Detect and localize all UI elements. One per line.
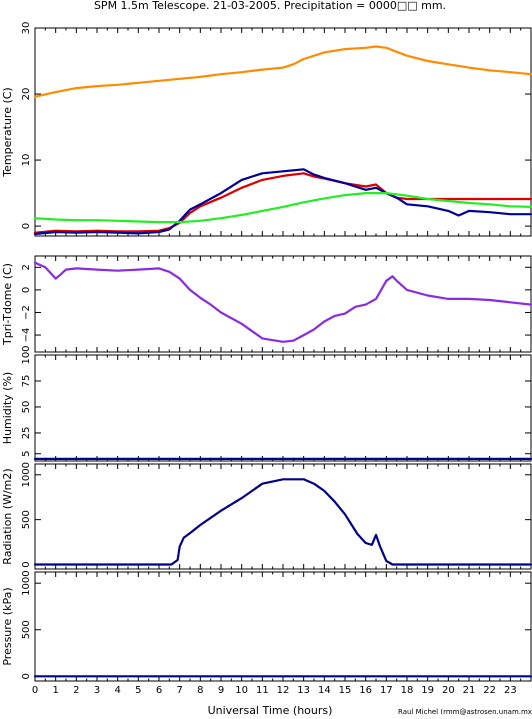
x-tick-label: 0	[32, 685, 38, 696]
series-line-3-0	[33, 478, 532, 566]
y-tick-label: 50	[21, 401, 32, 414]
x-axis-label: Universal Time (hours)	[208, 704, 333, 717]
x-tick-label: 21	[463, 685, 476, 696]
y-tick-label: −4	[21, 328, 32, 343]
y-tick-label: 1000	[21, 462, 32, 487]
y-axis-label-0: Temperature (C)	[1, 87, 14, 177]
y-tick-label: −2	[21, 305, 32, 320]
y-tick-label: 30	[21, 22, 32, 35]
x-tick-label: 7	[176, 685, 182, 696]
x-tick-label: 4	[114, 685, 120, 696]
x-tick-label: 12	[277, 685, 290, 696]
y-tick-label: 0	[21, 673, 32, 679]
chart-title: SPM 1.5m Telescope. 21-03-2005. Precipit…	[94, 0, 446, 12]
x-tick-label: 19	[421, 685, 434, 696]
x-tick-label: 2	[73, 685, 79, 696]
y-tick-label: 0	[21, 287, 32, 293]
series-line-0-3	[33, 192, 532, 224]
x-tick-label: 8	[197, 685, 203, 696]
x-tick-label: 14	[318, 685, 331, 696]
y-axis-label-1: Tpri-Tdome (C)	[1, 263, 14, 346]
x-tick-label: 13	[297, 685, 310, 696]
x-tick-label: 1	[52, 685, 58, 696]
y-tick-label: 25	[21, 427, 32, 440]
x-tick-label: 23	[504, 685, 517, 696]
y-tick-label: 2	[21, 264, 32, 270]
x-tick-label: 5	[135, 685, 141, 696]
y-axis-label-4: Pressure (kPa)	[1, 587, 14, 665]
y-tick-label: 500	[21, 620, 32, 639]
series-line-0-0	[33, 45, 532, 98]
y-tick-label: 0	[21, 223, 32, 229]
x-tick-label: 16	[359, 685, 372, 696]
series-line-1-0	[33, 261, 532, 343]
x-tick-label: 17	[380, 685, 393, 696]
x-tick-label: 22	[483, 685, 496, 696]
panel-frame-0	[34, 27, 532, 237]
x-tick-label: 3	[94, 685, 100, 696]
y-axis-label-3: Radiation (W/m2)	[1, 468, 14, 564]
y-tick-label: 0	[21, 561, 32, 567]
x-tick-label: 9	[218, 685, 224, 696]
panel-frame-4	[34, 571, 532, 682]
x-tick-label: 18	[401, 685, 414, 696]
y-tick-label: 5	[21, 451, 32, 457]
x-tick-label: 20	[442, 685, 455, 696]
series-line-0-1	[33, 172, 532, 234]
y-axis-label-2: Humidity (%)	[1, 372, 14, 444]
y-tick-label: 75	[21, 375, 32, 388]
y-tick-label: 500	[21, 510, 32, 529]
panel-frame-2	[34, 354, 532, 462]
y-tick-label: 100	[21, 345, 32, 364]
y-tick-label: 1000	[21, 570, 32, 595]
x-tick-label: 6	[156, 685, 162, 696]
x-tick-label: 15	[339, 685, 352, 696]
y-tick-label: 10	[21, 154, 32, 167]
x-tick-label: 10	[235, 685, 248, 696]
x-tick-label: 11	[256, 685, 269, 696]
series-line-0-2	[33, 168, 532, 236]
y-tick-label: 20	[21, 88, 32, 101]
credit: Raul Michel (rmm@astrosen.unam.mx)	[398, 708, 532, 716]
